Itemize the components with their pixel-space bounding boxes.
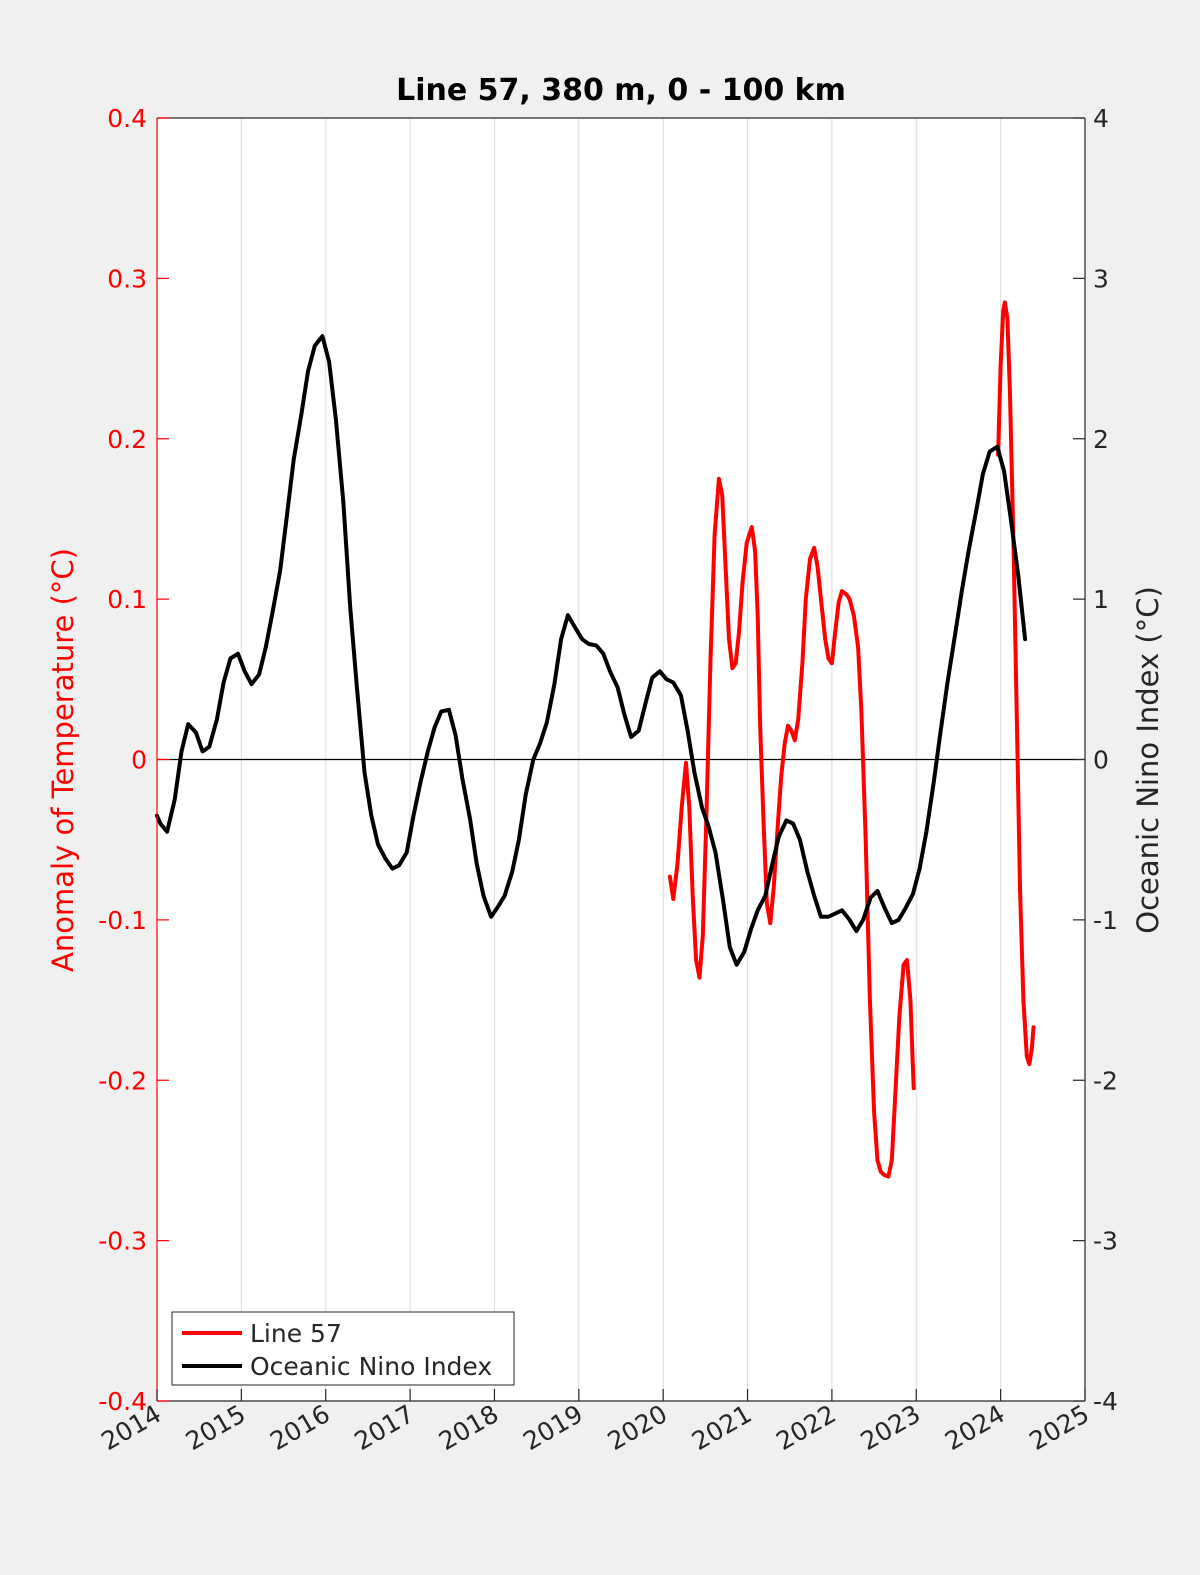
legend-label-line57: Line 57	[250, 1319, 342, 1348]
legend-box	[171, 1311, 515, 1386]
y-axis-right-label: Oceanic Nino Index (°C)	[1131, 586, 1165, 934]
y-left-tick-label: 0.4	[107, 104, 147, 133]
y-left-tick-label: 0.2	[107, 425, 147, 454]
series-line-line-57	[996, 300, 1036, 1067]
y-right-tick-label: 3	[1093, 264, 1109, 293]
y-left-tick-label: 0	[131, 746, 147, 775]
legend-label-oni: Oceanic Nino Index	[250, 1352, 492, 1381]
y-right-tick-label: -2	[1093, 1066, 1118, 1095]
y-left-tick-label: 0.1	[107, 585, 147, 614]
chart-title: Line 57, 380 m, 0 - 100 km	[396, 73, 846, 108]
y-left-tick-label: -0.1	[98, 906, 147, 935]
y-left-tick-label: -0.3	[98, 1227, 147, 1256]
y-left-tick-label: -0.4	[98, 1387, 147, 1416]
legend: Line 57 Oceanic Nino Index	[171, 1311, 515, 1386]
y-right-tick-label: -4	[1093, 1387, 1118, 1416]
y-left-tick-label: -0.2	[98, 1066, 147, 1095]
y-axis-left-label: Anomaly of Temperature (°C)	[46, 548, 80, 972]
y-right-tick-label: -3	[1093, 1227, 1118, 1256]
series-line-oceanic-nino-index	[155, 334, 1028, 967]
y-right-tick-label: 2	[1093, 425, 1109, 454]
series-line-line-57	[667, 476, 916, 1179]
y-right-tick-label: 1	[1093, 585, 1109, 614]
y-right-tick-label: 0	[1093, 746, 1109, 775]
y-right-tick-label: -1	[1093, 906, 1118, 935]
y-right-tick-label: 4	[1093, 104, 1109, 133]
series-layer	[155, 300, 1036, 1179]
y-left-tick-label: 0.3	[107, 264, 147, 293]
